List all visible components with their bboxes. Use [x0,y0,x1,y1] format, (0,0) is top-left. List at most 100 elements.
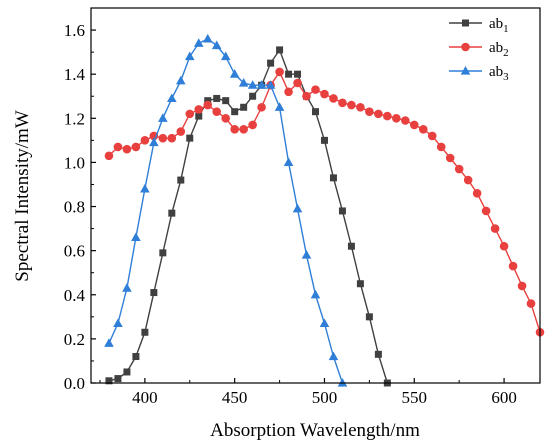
series-layer [104,33,545,387]
series-3-point [193,38,204,47]
y-tick-label: 1.6 [64,21,85,40]
legend-marker [461,42,470,52]
series-2-point [212,107,222,116]
legend-marker [462,19,469,27]
series-2-point [284,87,293,97]
series-2-point [365,107,374,116]
series-2-point [257,102,266,112]
series-1-point [105,377,113,385]
series-2-point [517,281,527,291]
series-2-point [131,142,141,152]
series-2-point [167,133,177,143]
series-1-point [213,94,221,102]
series-3-point [328,351,339,361]
series-1-point [356,280,364,288]
series-1-point [249,92,257,100]
series-2-point [275,67,284,77]
series-1-point [240,103,248,111]
y-tick-label: 1.0 [64,153,85,172]
series-1-point [168,209,176,217]
y-tick-label: 1.2 [64,109,85,128]
series-2-point [338,98,347,108]
series-3-point [211,40,222,50]
series-1-point [329,174,337,182]
series-3-point [301,250,312,259]
series-3-point [310,289,321,299]
x-axis-title: Absorption Wavelength/nm [210,420,420,441]
series-2-point [427,131,437,141]
series-3-point [122,283,132,292]
series-2-point [526,299,536,308]
legend-item-1: ab1 [449,16,509,35]
x-tick-label: 500 [312,388,338,407]
series-2-point [194,105,204,114]
x-tick-label: 450 [222,388,248,407]
y-tick-label: 0.8 [64,198,85,217]
series-1-point [150,289,158,297]
x-axis: 400 450 500 550 600 [99,378,517,407]
series-2-point [356,102,365,112]
series-3-point [184,51,195,61]
series-2-point [302,91,311,101]
series-1-point [141,328,149,336]
series-3-point [292,203,303,213]
legend-item-3: ab3 [449,64,509,83]
series-1-point [312,108,319,116]
series-3-point [274,102,285,111]
series-1-point [267,59,275,67]
series-1 [105,46,391,387]
series-3-point [176,75,186,85]
series-1-point [195,112,203,120]
series-3-point [220,51,231,61]
series-2-point [311,85,320,94]
series-1-point [276,46,284,54]
series-2-point [436,142,446,152]
x-tick-label: 400 [132,388,158,407]
series-3-point [158,113,168,122]
legend-label: ab1 [489,16,509,35]
legend-label: ab3 [489,64,509,83]
series-1-point [365,313,373,321]
series-1-point [186,134,194,142]
series-2-point [374,109,383,119]
series-2-point [320,89,329,99]
series-1-point [159,249,167,257]
series-2-point [481,206,491,216]
series-3-point [319,318,330,328]
series-2-point [203,100,213,110]
y-tick-label: 0.4 [64,286,86,305]
series-2-point [113,142,123,152]
series-3-point [149,137,159,147]
series-1-point [132,353,140,361]
series-1-point [338,207,346,215]
series-1-point [285,70,293,78]
series-2-point [230,125,239,134]
x-tick-label: 550 [402,388,428,407]
series-3-point [113,318,123,328]
series-3-point [202,33,213,43]
series-2-point [490,224,500,233]
series-2-point [401,116,410,125]
series-2-point [409,120,419,130]
series-3-point [167,93,177,103]
y-axis-title: Spectral Intensity/mW [12,110,33,282]
series-3-point [104,338,114,347]
x-tick-label: 600 [491,388,517,407]
series-2-point [329,94,338,103]
plot-frame [90,7,541,384]
series-3-point [247,80,258,89]
series-3-point [283,157,294,167]
series-2-point [104,151,114,161]
legend-label: ab2 [489,40,509,59]
series-1-point [320,136,328,144]
y-axis: 0.0 0.2 0.4 0.6 0.8 1.0 1.2 1.4 1.6 [64,7,96,393]
series-3-point [256,80,267,89]
legend-marker [460,66,471,75]
series-2-point [472,188,482,198]
series-1-point [374,350,382,358]
series-1-point [294,70,302,78]
series-1-point [231,108,239,116]
series-1-line [108,48,389,384]
series-1-point [114,375,122,383]
